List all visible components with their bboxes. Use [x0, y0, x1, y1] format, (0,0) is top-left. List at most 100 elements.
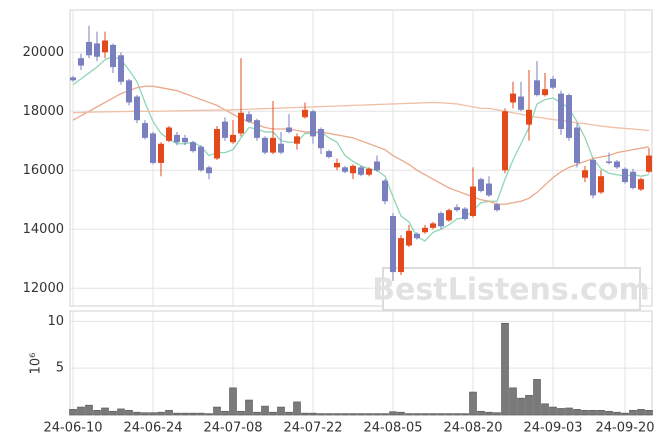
candle-body: [78, 58, 84, 66]
candle-body: [102, 40, 108, 53]
candle-body: [582, 170, 588, 178]
candle-body: [606, 161, 612, 163]
candle-body: [294, 136, 300, 144]
candle-body: [278, 143, 284, 153]
y-tick-label: 16000: [23, 163, 64, 178]
y-tick-label: 12000: [23, 281, 64, 296]
x-tick-label: 24-07-22: [283, 421, 342, 436]
volume-bar: [413, 413, 421, 416]
candle-body: [286, 127, 292, 132]
volume-bar: [453, 413, 461, 416]
x-tick-label: 24-06-24: [123, 421, 182, 436]
volume-bar: [389, 411, 397, 416]
volume-bar: [373, 413, 381, 416]
candle-body: [270, 137, 276, 153]
volume-bar: [149, 412, 157, 416]
candle-body: [510, 93, 516, 103]
volume-bar: [125, 410, 133, 416]
volume-bar: [517, 397, 525, 416]
volume-bar: [309, 412, 317, 416]
volume-bar: [421, 413, 429, 416]
candle-body: [526, 109, 532, 125]
volume-bar: [173, 412, 181, 416]
candle-body: [198, 146, 204, 171]
candle-body: [350, 165, 356, 174]
x-tick-label: 24-07-08: [203, 421, 262, 436]
volume-bar: [637, 409, 645, 416]
y-tick-label: 14000: [23, 222, 64, 237]
candle-body: [182, 137, 188, 143]
volume-bar: [277, 406, 285, 416]
candle-body: [454, 207, 460, 211]
candle-body: [574, 127, 580, 163]
volume-bar: [213, 406, 221, 416]
candle-body: [214, 129, 220, 159]
volume-bar: [477, 410, 485, 416]
volume-bar: [293, 401, 301, 416]
volume-bar: [77, 406, 85, 416]
candle-body: [230, 134, 236, 143]
candle-body: [558, 93, 564, 129]
volume-bar: [397, 411, 405, 416]
volume-bar: [525, 395, 533, 416]
volume-bar: [349, 413, 357, 416]
volume-bar: [221, 410, 229, 416]
volume-bar: [205, 413, 213, 416]
volume-bar: [597, 410, 605, 416]
volume-bar: [101, 407, 109, 416]
moving-average-line: [72, 101, 650, 132]
volume-bar: [573, 409, 581, 416]
volume-bar: [429, 413, 437, 416]
volume-bar: [85, 404, 93, 416]
candle-body: [566, 95, 572, 138]
candle-body: [446, 210, 452, 221]
volume-bar: [117, 408, 125, 416]
candle-body: [382, 180, 388, 202]
candle-body: [406, 230, 412, 246]
volume-bar: [469, 391, 477, 416]
volume-bar: [485, 411, 493, 416]
volume-bar: [261, 405, 269, 416]
candle-body: [518, 96, 524, 110]
volume-bar: [493, 412, 501, 416]
x-tick-label: 24-09-20: [595, 421, 654, 436]
candle-body: [318, 129, 324, 149]
volume-bar: [229, 387, 237, 416]
panel-frame: [69, 9, 653, 307]
candle-body: [150, 133, 156, 163]
candle-body: [486, 183, 492, 196]
candle-body: [86, 41, 92, 56]
volume-bar: [533, 379, 541, 416]
candle-body: [534, 80, 540, 96]
candle-body: [126, 80, 132, 103]
candle-body: [390, 216, 396, 273]
volume-bar: [405, 413, 413, 416]
y-tick-label: 20000: [23, 45, 64, 60]
candle-body: [630, 171, 636, 188]
candle-body: [166, 127, 172, 141]
candle-body: [590, 159, 596, 196]
x-tick-label: 24-06-10: [43, 421, 102, 436]
volume-bar: [253, 411, 261, 416]
volume-bar: [557, 408, 565, 416]
volume-bar: [197, 412, 205, 416]
volume-bar: [613, 411, 621, 416]
candle-body: [94, 43, 100, 57]
y-tick-label: 10: [47, 314, 64, 329]
candle-body: [550, 78, 556, 88]
x-tick-label: 24-08-05: [363, 421, 422, 436]
volume-bar: [109, 410, 117, 416]
volume-bar: [445, 413, 453, 416]
candle-body: [254, 120, 260, 138]
volume-bar: [157, 411, 165, 416]
candle-body: [470, 186, 476, 217]
volume-bar: [461, 413, 469, 416]
volume-bar: [509, 387, 517, 416]
volume-bar: [189, 412, 197, 416]
volume-bar: [357, 413, 365, 416]
candle-body: [222, 121, 228, 138]
y-tick-label: 5: [56, 361, 64, 376]
candle-body: [614, 161, 620, 168]
volume-bar: [565, 407, 573, 416]
candle-body: [438, 213, 444, 227]
